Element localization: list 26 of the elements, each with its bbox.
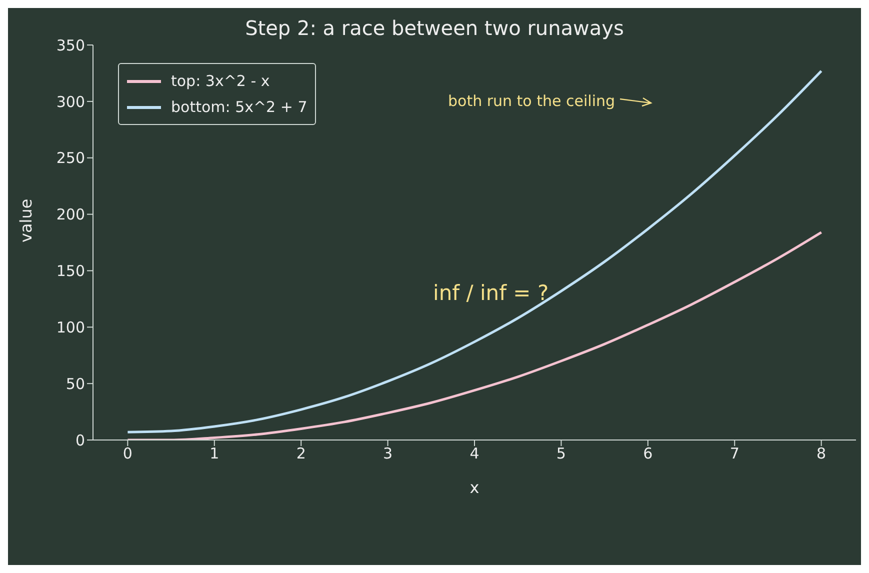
y-tick-label: 300 — [56, 92, 85, 111]
x-tick-label: 0 — [122, 444, 132, 463]
y-tick-label: 200 — [56, 206, 85, 224]
x-tick-label: 3 — [383, 444, 393, 463]
y-axis-title: value — [16, 198, 36, 242]
y-tick-label: 150 — [56, 262, 85, 280]
x-tick-label: 1 — [210, 444, 220, 463]
line-series — [126, 70, 823, 434]
y-tick-label: 0 — [75, 431, 85, 450]
y-tick-label: 100 — [56, 318, 85, 336]
line-series — [126, 231, 823, 440]
x-tick-label: 7 — [730, 444, 740, 463]
x-tick-label: 5 — [556, 444, 566, 463]
chart-title: Step 2: a race between two runaways — [245, 16, 624, 40]
x-tick-label: 4 — [470, 444, 480, 463]
x-tick-label: 2 — [296, 444, 306, 463]
annotation: both run to the ceiling — [448, 92, 616, 110]
x-tick-label: 8 — [816, 444, 826, 463]
x-axis-title: x — [470, 478, 480, 497]
y-tick-label: 50 — [66, 374, 85, 393]
legend-label: top: 3x^2 - x — [171, 71, 270, 92]
y-tick-label: 250 — [56, 149, 85, 168]
x-tick-label: 6 — [643, 444, 653, 463]
annotation: inf / inf = ? — [433, 281, 549, 305]
y-tick-label: 350 — [56, 36, 85, 54]
legend-label: bottom: 5x^2 + 7 — [171, 97, 308, 118]
